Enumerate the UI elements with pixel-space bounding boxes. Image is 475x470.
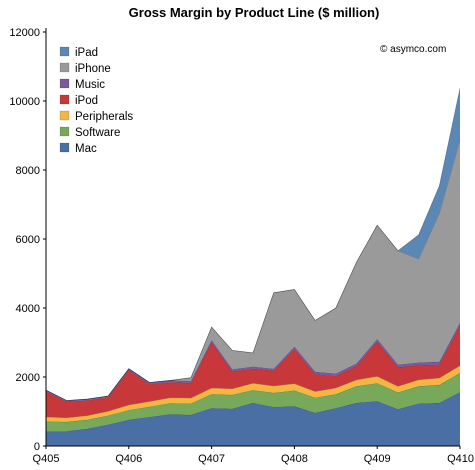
y-tick-label: 2000 bbox=[16, 372, 40, 384]
y-tick-label: 8000 bbox=[16, 165, 40, 177]
area-edge-iphone bbox=[45, 139, 461, 401]
area-edge-ipad bbox=[45, 88, 461, 401]
legend-swatch-music bbox=[59, 78, 70, 89]
x-tick-label: Q408 bbox=[281, 453, 308, 465]
area-mac bbox=[46, 392, 460, 446]
legend-swatch-peripherals bbox=[59, 110, 70, 121]
legend-label-music: Music bbox=[75, 79, 105, 91]
area-software bbox=[46, 372, 460, 432]
y-tick-label: 6000 bbox=[16, 234, 40, 246]
legend-swatch-ipod bbox=[59, 94, 70, 105]
y-tick-label: 0 bbox=[34, 441, 40, 453]
legend-label-ipod: iPod bbox=[75, 95, 98, 107]
legend-swatch-iphone bbox=[59, 62, 70, 73]
legend-label-software: Software bbox=[75, 127, 120, 139]
tick-labels: 0 2000 4000 6000 8000 10000 12000 Q405 Q406 Q407 Q… bbox=[9, 27, 474, 465]
x-tick-label: Q409 bbox=[364, 453, 391, 465]
legend-swatch-ipad bbox=[59, 46, 70, 57]
area-iphone bbox=[46, 140, 460, 401]
x-tick-label: Q410 bbox=[447, 453, 474, 465]
area-ipod bbox=[46, 325, 460, 418]
chart-title: Gross Margin by Product Line ($ million) bbox=[129, 5, 380, 20]
legend: iPad iPhone Music iPod Peripherals Software Ma… bbox=[59, 46, 133, 155]
legend-label-peripherals: Peripherals bbox=[75, 111, 133, 123]
y-tick-label: 12000 bbox=[9, 27, 40, 39]
credit-text: © asymco.com bbox=[380, 44, 446, 55]
x-tick-label: Q405 bbox=[33, 453, 60, 465]
plot-areas bbox=[45, 88, 461, 446]
x-tick-label: Q407 bbox=[198, 453, 225, 465]
legend-swatch-software bbox=[59, 126, 70, 137]
area-peripherals bbox=[46, 365, 460, 422]
legend-label-ipad: iPad bbox=[75, 47, 98, 59]
y-tick-label: 4000 bbox=[16, 303, 40, 315]
axes bbox=[43, 28, 461, 449]
y-tick-label: 10000 bbox=[9, 96, 40, 108]
legend-swatch-mac bbox=[59, 142, 70, 153]
x-tick-label: Q406 bbox=[115, 453, 142, 465]
legend-label-iphone: iPhone bbox=[75, 63, 111, 75]
legend-label-mac: Mac bbox=[75, 143, 97, 155]
